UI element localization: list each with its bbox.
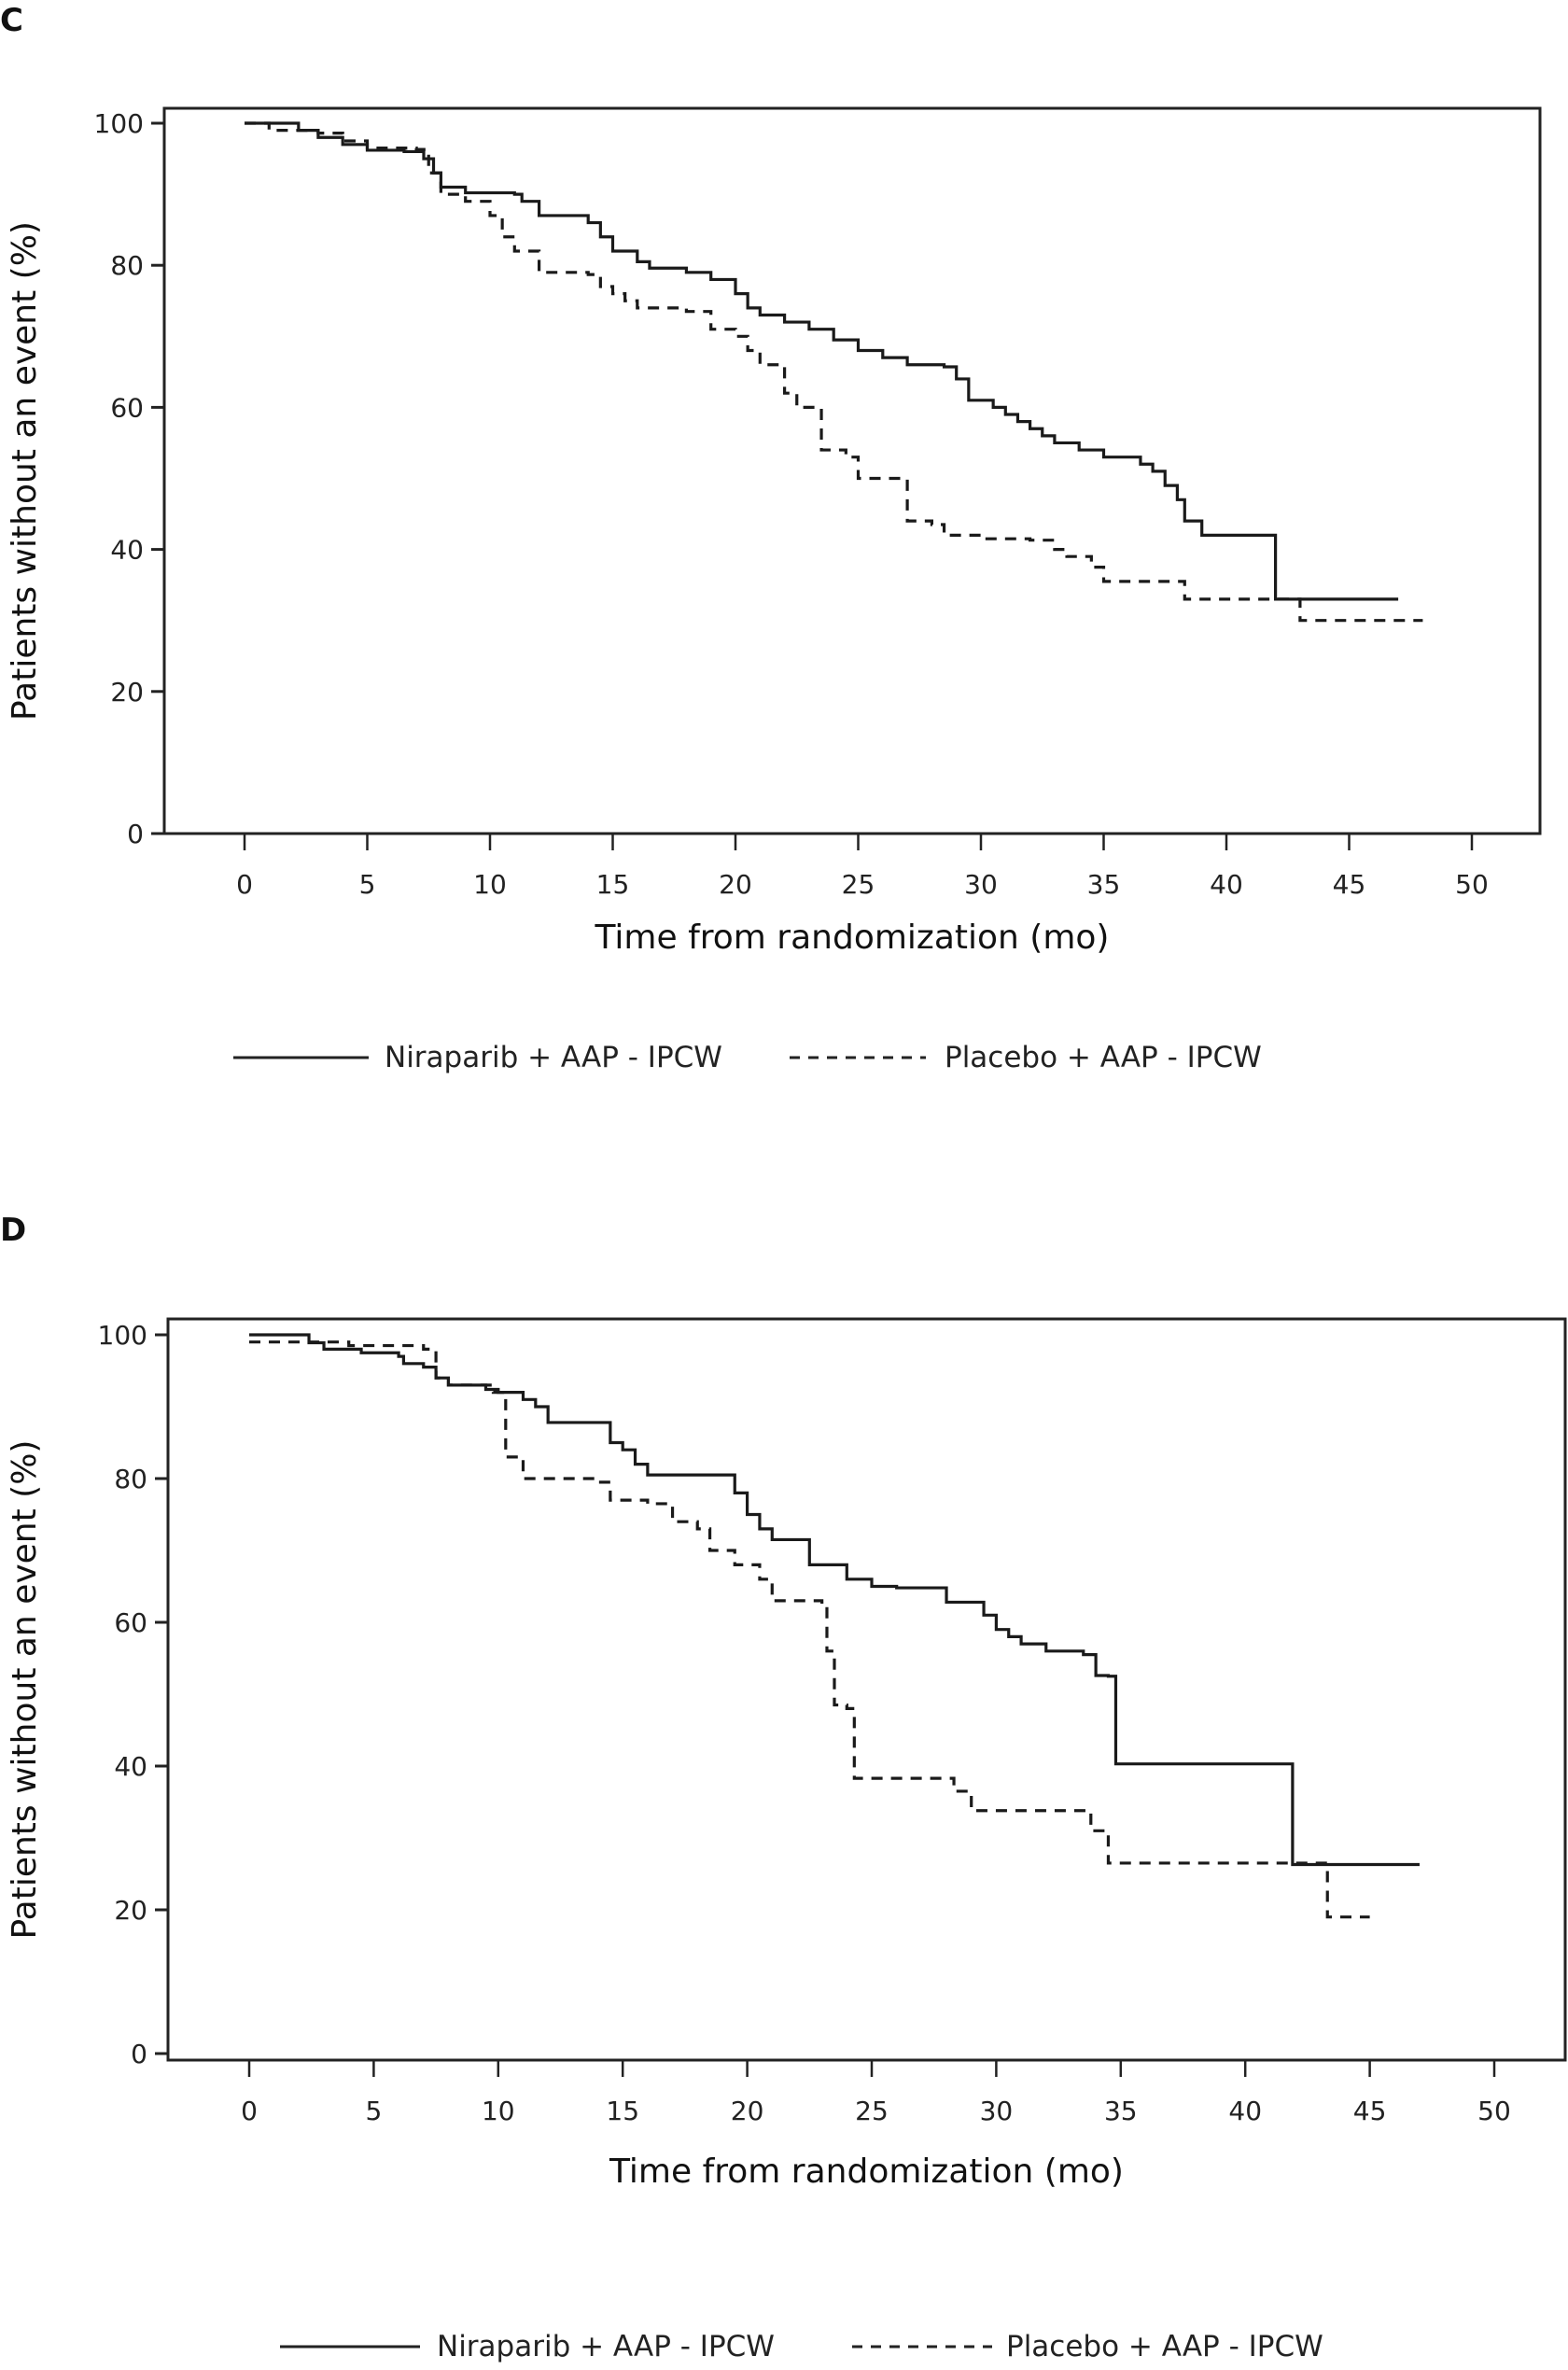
panel-letter-d: D — [0, 1212, 27, 1249]
x-tick-label: 35 — [1087, 869, 1121, 900]
y-tick-label: 20 — [110, 677, 144, 708]
x-tick-label: 45 — [1333, 869, 1366, 900]
x-tick-label: 30 — [980, 2096, 1014, 2126]
y-tick-label: 40 — [110, 535, 144, 566]
x-tick-label: 40 — [1228, 2096, 1262, 2126]
y-tick-label: 20 — [114, 1895, 147, 1926]
x-tick-label: 0 — [241, 2096, 258, 2126]
x-tick-label: 15 — [606, 2096, 639, 2126]
legend-label-niraparib: Niraparib + AAP - IPCW — [385, 1041, 722, 1074]
x-tick-label: 50 — [1455, 869, 1489, 900]
y-tick-label: 80 — [110, 250, 144, 281]
x-tick-label: 20 — [731, 2096, 764, 2126]
x-tick-label: 35 — [1104, 2096, 1138, 2126]
x-tick-label: 0 — [236, 869, 253, 900]
series-line-placebo — [245, 121, 1423, 623]
x-tick-label: 40 — [1210, 869, 1243, 900]
y-tick-label: 60 — [110, 392, 144, 423]
series-line-niraparib — [249, 1333, 1420, 1867]
x-tick-label: 5 — [365, 2096, 382, 2126]
x-tick-label: 10 — [473, 869, 507, 900]
y-tick-label: 0 — [131, 2039, 147, 2069]
y-tick-label: 0 — [127, 819, 144, 849]
x-tick-label: 25 — [855, 2096, 889, 2126]
x-tick-label: 50 — [1477, 2096, 1511, 2126]
x-tick-label: 15 — [596, 869, 630, 900]
legend-label-placebo: Placebo + AAP - IPCW — [945, 1041, 1262, 1074]
y-axis-title: Patients without an event (%) — [6, 221, 44, 721]
y-tick-label: 100 — [98, 1320, 147, 1351]
y-tick-label: 80 — [114, 1464, 147, 1494]
y-tick-label: 100 — [94, 108, 144, 139]
x-axis-title: Time from randomization (mo) — [609, 2153, 1124, 2191]
plot-frame-c — [162, 106, 1542, 835]
x-tick-label: 10 — [482, 2096, 515, 2126]
panel-letter-c: C — [0, 2, 23, 39]
km-chart-panel-c: 0 20 40 60 80 100 0 5 10 15 20 25 30 35 40 45 50 Time fro… — [6, 106, 1542, 1074]
y-tick-label: 60 — [114, 1607, 147, 1638]
legend-label-niraparib: Niraparib + AAP - IPCW — [437, 2330, 775, 2363]
legend-label-placebo: Placebo + AAP - IPCW — [1006, 2330, 1323, 2363]
x-tick-label: 20 — [719, 869, 752, 900]
x-tick-label: 5 — [359, 869, 376, 900]
y-tick-label: 40 — [114, 1751, 147, 1782]
x-tick-label: 45 — [1353, 2096, 1387, 2126]
x-tick-label: 30 — [964, 869, 998, 900]
plot-frame-d — [166, 1317, 1567, 2062]
x-axis-title: Time from randomization (mo) — [595, 919, 1110, 957]
series-line-placebo — [249, 1340, 1370, 1919]
x-tick-label: 25 — [842, 869, 875, 900]
y-axis-title: Patients without an event (%) — [6, 1440, 44, 1940]
